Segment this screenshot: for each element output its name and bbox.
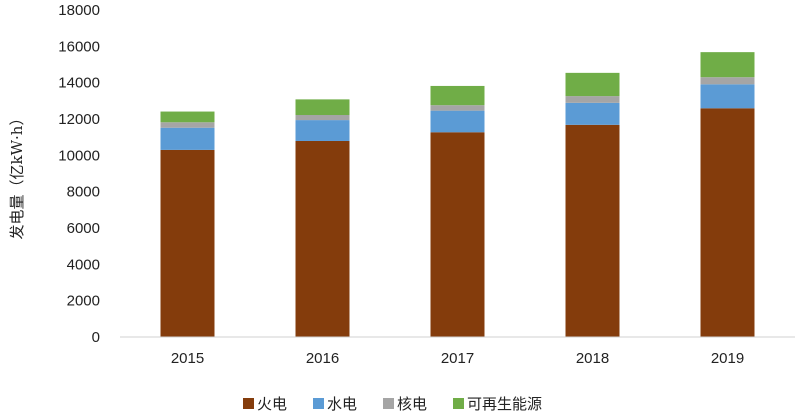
bar-segment-1 <box>160 127 215 150</box>
y-tick-label: 14000 <box>58 75 100 92</box>
legend-item: 核电 <box>383 395 427 413</box>
bar-segment-2 <box>430 105 485 111</box>
bar-segment-0 <box>160 149 215 337</box>
legend-swatch <box>453 398 464 409</box>
x-tick-label: 2019 <box>711 350 744 367</box>
bar-segment-3 <box>430 85 485 106</box>
legend-item: 火电 <box>243 395 287 413</box>
x-tick-label: 2018 <box>576 350 609 367</box>
legend-label: 水电 <box>327 395 357 413</box>
bar-segment-3 <box>565 72 620 97</box>
bar-stack-2016 <box>295 99 350 337</box>
y-tick-label: 6000 <box>67 220 100 237</box>
bar-segment-2 <box>700 77 755 85</box>
y-tick-label: 12000 <box>58 111 100 128</box>
legend-label: 核电 <box>397 395 427 413</box>
legend-swatch <box>383 398 394 409</box>
bar-segment-3 <box>160 111 215 123</box>
y-tick-label: 0 <box>92 329 100 346</box>
bar-segment-2 <box>565 96 620 103</box>
bar-segment-1 <box>565 102 620 125</box>
bar-stack-2019 <box>700 52 755 337</box>
bar-segment-1 <box>700 84 755 109</box>
y-tick-label: 2000 <box>67 293 100 310</box>
bar-segment-1 <box>295 120 350 141</box>
legend-item: 可再生能源 <box>453 395 542 413</box>
bar-segment-2 <box>295 115 350 121</box>
x-tick-label: 2015 <box>171 350 204 367</box>
y-tick-label: 8000 <box>67 184 100 201</box>
legend-item: 水电 <box>313 395 357 413</box>
legend-label: 可再生能源 <box>467 395 542 413</box>
bar-segment-0 <box>565 124 620 338</box>
bar-stack-2015 <box>160 111 215 337</box>
legend: 火电 水电 核电 可再生能源 <box>243 395 542 413</box>
legend-swatch <box>313 398 324 409</box>
bar-segment-0 <box>700 108 755 337</box>
y-tick-label: 10000 <box>58 147 100 164</box>
y-tick-label: 16000 <box>58 38 100 55</box>
bar-segment-0 <box>295 140 350 337</box>
bar-segment-3 <box>700 52 755 78</box>
y-tick-label: 18000 <box>58 2 100 19</box>
bar-segment-2 <box>160 122 215 128</box>
bar-segment-1 <box>430 110 485 133</box>
bar-segment-0 <box>430 132 485 337</box>
x-tick-label: 2016 <box>306 350 339 367</box>
legend-swatch <box>243 398 254 409</box>
y-tick-label: 4000 <box>67 256 100 273</box>
x-tick-label: 2017 <box>441 350 474 367</box>
bar-segment-3 <box>295 99 350 116</box>
bar-stack-2018 <box>565 72 620 338</box>
bar-stack-2017 <box>430 85 485 337</box>
y-axis-label: 发电量（亿kW·h） <box>8 111 26 240</box>
legend-label: 火电 <box>257 395 287 413</box>
